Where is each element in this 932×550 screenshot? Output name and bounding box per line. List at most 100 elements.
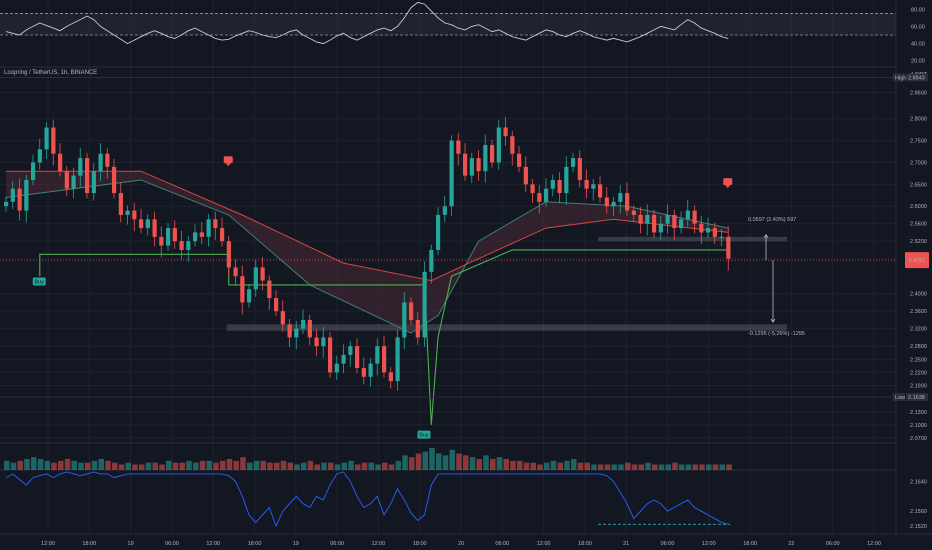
candle-body: [112, 166, 117, 194]
volume-bar: [105, 460, 111, 470]
volume-bar: [213, 462, 219, 470]
volume-bar: [78, 462, 84, 470]
candle-body: [4, 201, 9, 207]
candle-body: [375, 346, 380, 364]
time-tick-label: 18:00: [248, 541, 262, 547]
volume-bar: [37, 459, 44, 470]
volume-bar: [557, 462, 563, 470]
volume-bar: [179, 462, 185, 470]
candle-body: [233, 267, 238, 277]
time-tick-label: 12:00: [41, 541, 55, 547]
candle-body: [334, 363, 339, 373]
candle-body: [98, 153, 103, 172]
candle-body: [24, 179, 29, 211]
candle-body: [44, 127, 49, 150]
time-tick-label: 18:00: [743, 541, 757, 547]
candle-body: [544, 188, 549, 202]
price-tick-label: 2.4000: [910, 292, 927, 298]
volume-bar: [267, 462, 273, 470]
volume-bar: [328, 462, 334, 470]
time-axis[interactable]: 12:00 18:00 19 06:00 12:00 18:00 19 06:00 12:00 1…: [0, 533, 932, 547]
candle-body: [37, 149, 42, 163]
candle-body: [631, 210, 636, 215]
buy-marker-label: Buy: [419, 433, 429, 439]
buy-marker: Buy: [32, 277, 46, 286]
time-tick-label: 06:00: [826, 541, 840, 547]
candle-body: [523, 166, 528, 185]
volume-bar: [544, 462, 550, 470]
volume-bar: [17, 460, 23, 470]
volume-bar: [631, 464, 638, 470]
time-tick-label: 18:00: [413, 541, 427, 547]
volume-bar: [118, 464, 125, 470]
volume-bar: [638, 464, 644, 470]
volume-bar: [679, 464, 685, 470]
volume-bar: [598, 464, 604, 470]
volume-bar: [85, 462, 91, 470]
volume-bar: [685, 464, 692, 470]
price-pane: Buy Buy 0.0597 (2.43%) 597 -0.1295 (-5.26%)…: [0, 76, 896, 439]
candle-body: [564, 166, 569, 194]
range-band: [598, 236, 787, 242]
volume-bar: [375, 464, 381, 470]
volume-bar: [692, 464, 698, 470]
volume-bar: [186, 460, 192, 470]
volume-bar: [31, 457, 37, 470]
volume-bar: [193, 462, 199, 470]
buy-marker: Buy: [417, 430, 431, 439]
volume-bar: [577, 462, 584, 470]
volume-bar: [456, 453, 462, 470]
candle-body: [503, 127, 508, 137]
volume-bar: [476, 459, 482, 470]
volume-bar: [699, 464, 705, 470]
volume-bar: [490, 459, 496, 470]
candle-body: [186, 241, 191, 250]
high-tag-value: 2.8943: [908, 75, 925, 81]
volume-bar: [314, 464, 320, 470]
candle-body: [611, 201, 616, 207]
candle-body: [274, 298, 279, 312]
volume-bar: [71, 460, 77, 470]
volume-bar: [10, 462, 17, 470]
time-tick-label: 21: [623, 541, 629, 547]
volume-bar: [44, 460, 50, 470]
candle-body: [429, 249, 434, 272]
candle-body: [625, 193, 630, 211]
candle-body: [409, 302, 414, 320]
range-band: [226, 324, 787, 331]
price-tick-label: 2.0700: [910, 436, 927, 442]
candle-body: [726, 236, 731, 259]
candle-body: [51, 127, 56, 154]
candle-body: [152, 219, 157, 237]
candle-body: [17, 188, 22, 211]
candle-body: [530, 184, 535, 194]
candle-body: [348, 346, 353, 355]
volume-bar: [166, 460, 172, 470]
volume-bar: [294, 464, 300, 470]
volume-bar: [253, 460, 260, 470]
volume-bar: [382, 462, 388, 470]
candle-body: [58, 153, 63, 172]
volume-bar: [247, 462, 253, 470]
time-tick-label: 12:00: [537, 541, 551, 547]
candle-body: [719, 236, 724, 239]
volume-bar: [51, 462, 57, 470]
candle-body: [415, 319, 420, 338]
candle-body: [105, 153, 110, 167]
volume-bar: [625, 462, 631, 470]
candle-body: [220, 228, 225, 242]
low-tag-name-box: [893, 392, 905, 401]
low-tag: Low 2.1638: [893, 392, 928, 401]
time-tick-label: 18:00: [82, 541, 96, 547]
time-tick-label: 18:00: [578, 541, 592, 547]
buy-marker-box: [32, 277, 46, 286]
cci-line: [5, 471, 729, 528]
price-axis[interactable]: 80.0060.0040.0020.00USDT2.90002.86002.80…: [893, 0, 932, 550]
candle-body: [422, 271, 427, 338]
candle-body: [476, 158, 481, 172]
volume-bar: [321, 462, 327, 470]
candle-body: [301, 319, 306, 329]
volume-bar: [159, 464, 165, 470]
low-tag-value: 2.1638: [908, 395, 925, 401]
